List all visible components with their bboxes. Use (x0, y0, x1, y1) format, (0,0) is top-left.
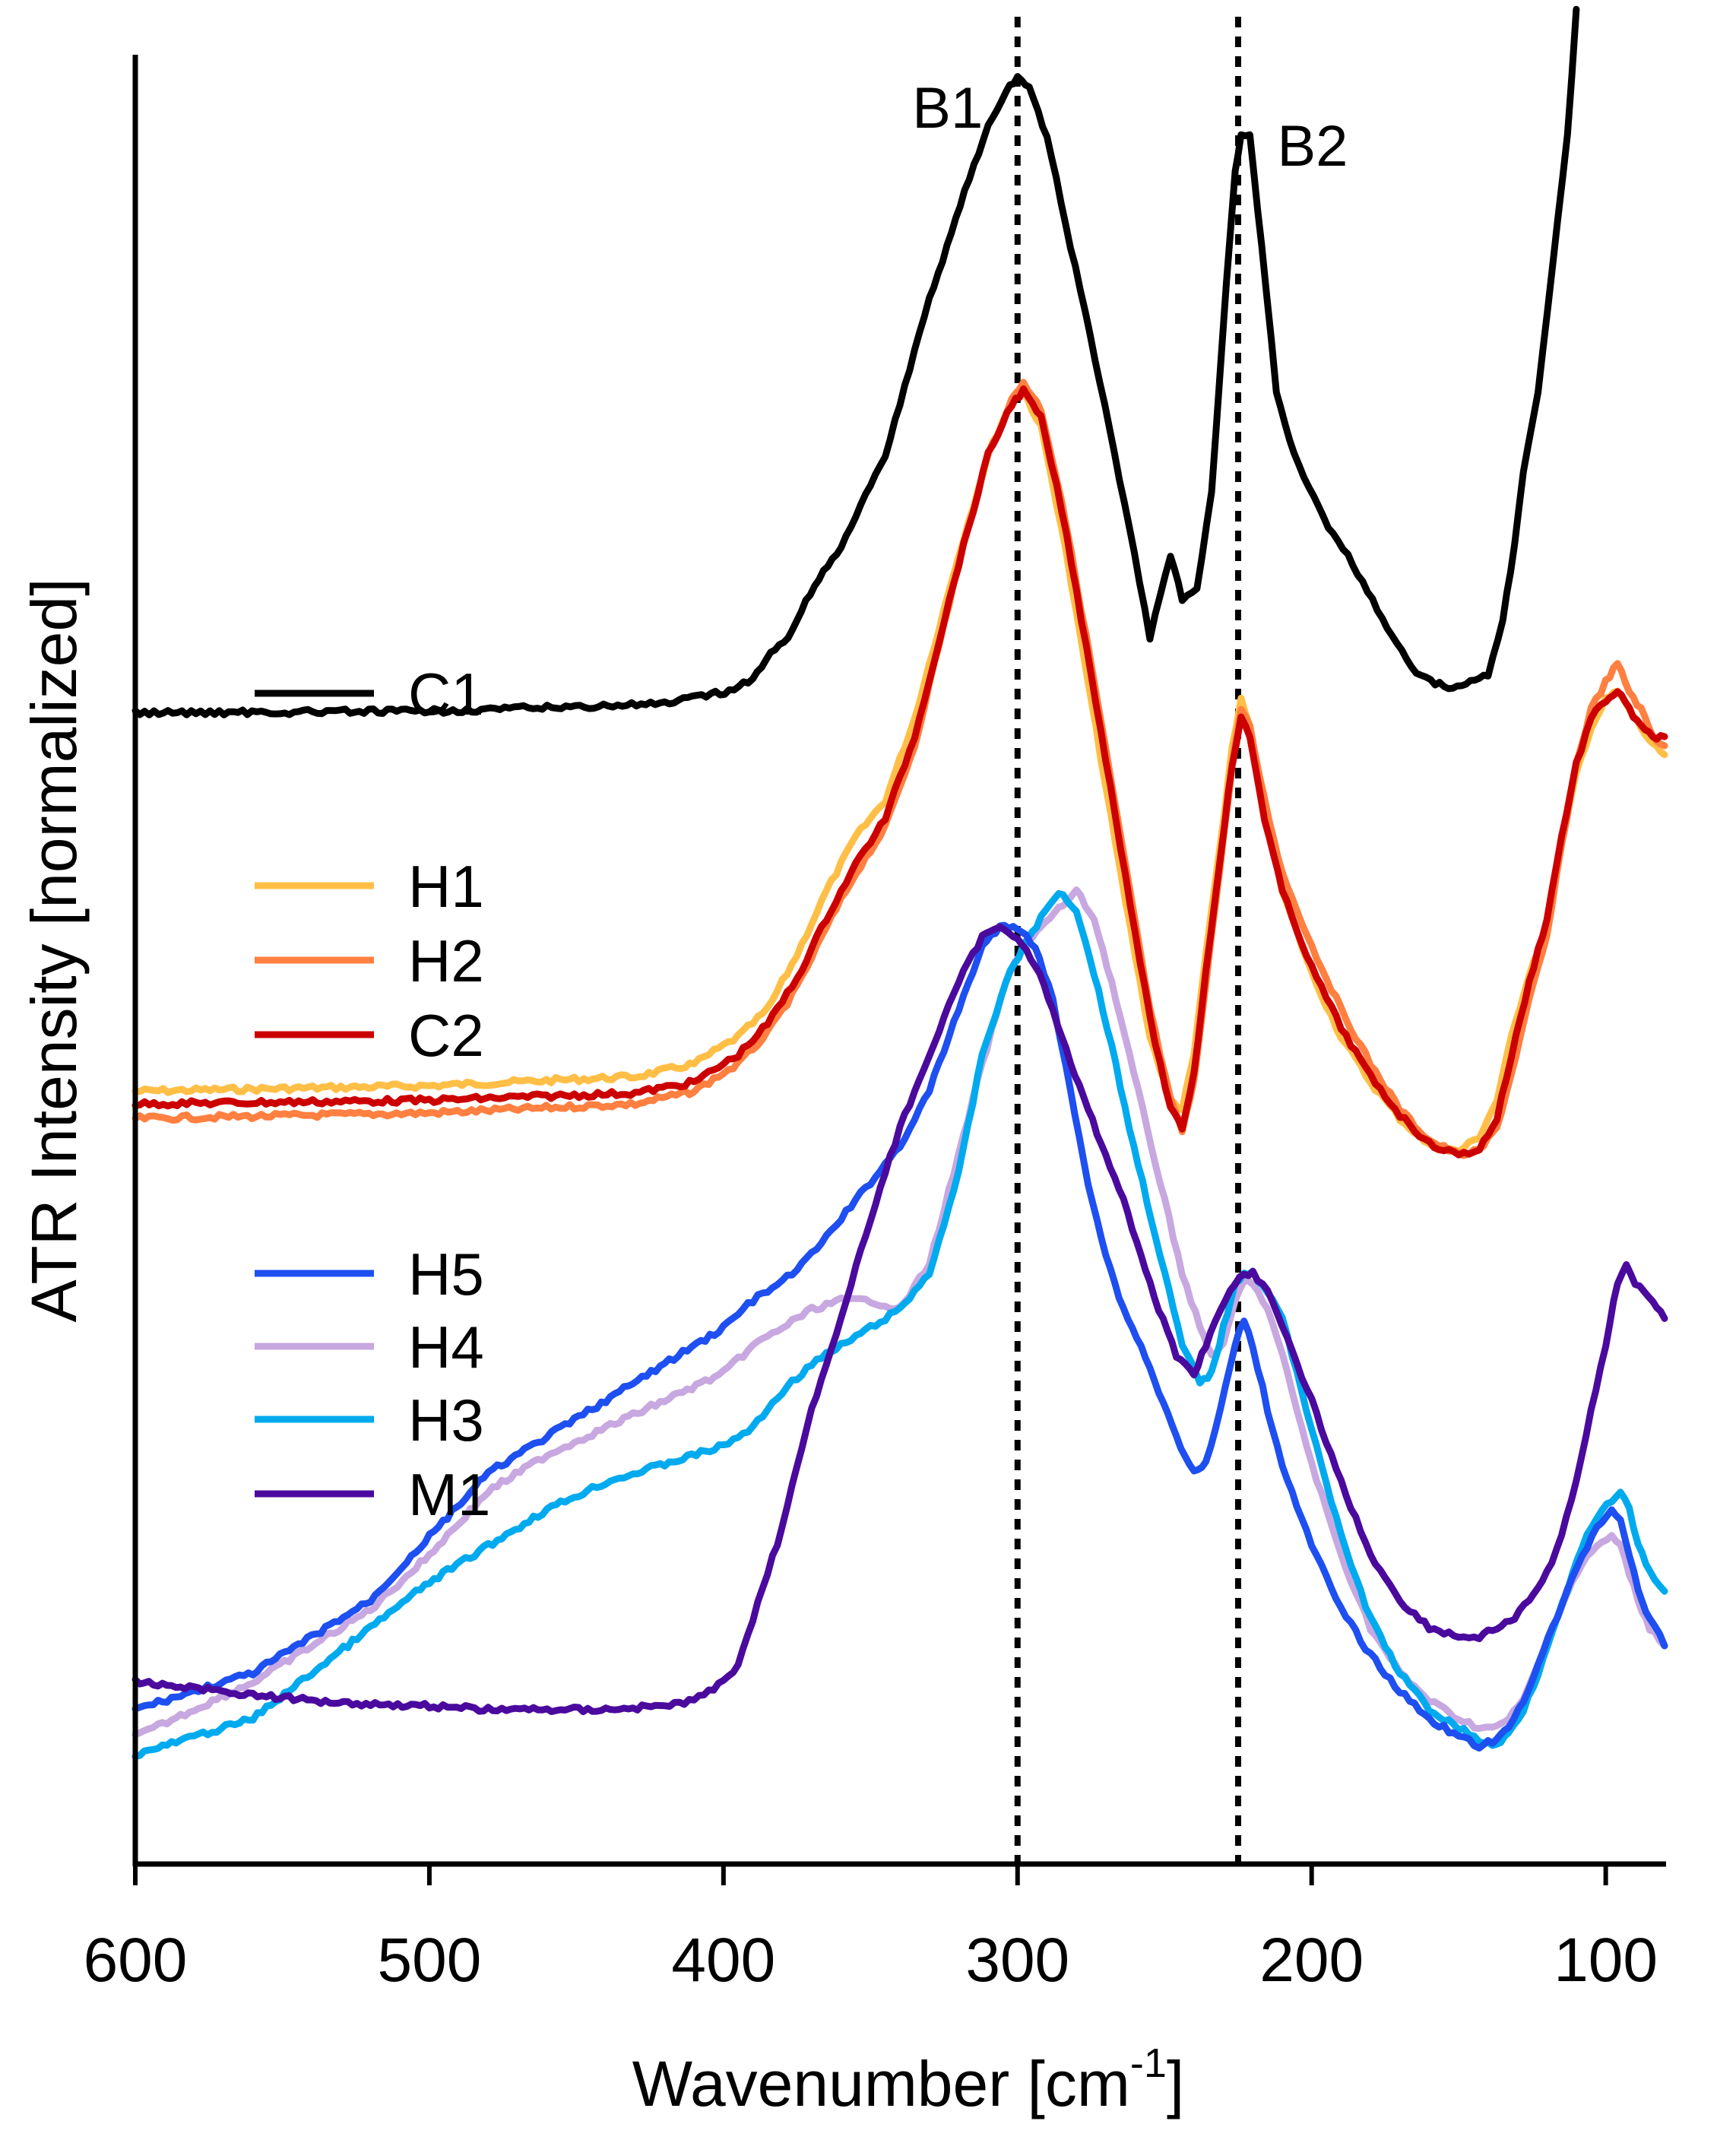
x-ticks: 600 500 400 300 200 100 (84, 1864, 1658, 1995)
legend-label-h5: H5 (408, 1241, 484, 1308)
series-lines (131, 5, 1668, 1760)
legend-label-h2: H2 (408, 927, 484, 994)
x-axis-label-suffix: ] (1167, 2048, 1184, 2119)
x-axis-label: Wavenumber [cm-1] (632, 2040, 1184, 2119)
x-tick-label-500: 500 (378, 1926, 482, 1995)
legend-label-h3: H3 (408, 1387, 484, 1454)
legend-label-h4: H4 (408, 1314, 484, 1381)
series-line-c2 (131, 385, 1668, 1159)
x-axis-label-superscript: -1 (1130, 2040, 1167, 2086)
x-tick-label-600: 600 (84, 1926, 188, 1995)
x-axis-label-main: Wavenumber [cm (632, 2048, 1130, 2119)
legend-label-m1: M1 (408, 1461, 490, 1528)
labels: ATR Intensity [normalized] Wavenumber [c… (18, 76, 1348, 2119)
x-tick-label-300: 300 (965, 1926, 1069, 1995)
legend-label-c2: C2 (408, 1002, 484, 1069)
series-line-h3 (131, 889, 1668, 1760)
x-tick-label-100: 100 (1554, 1926, 1658, 1995)
x-tick-label-400: 400 (671, 1926, 775, 1995)
y-axis-label: ATR Intensity [normalized] (18, 579, 90, 1323)
legend-label-h1: H1 (408, 853, 484, 920)
series-line-c1 (131, 5, 1580, 718)
series-line-m1 (131, 923, 1668, 1716)
x-tick-label-200: 200 (1259, 1926, 1364, 1995)
legend-label-c1: C1 (408, 661, 484, 728)
axes (132, 55, 1666, 1867)
series-line-h2 (131, 379, 1668, 1159)
peak-label-b2: B2 (1277, 114, 1348, 179)
peak-label-b1: B1 (912, 76, 983, 141)
